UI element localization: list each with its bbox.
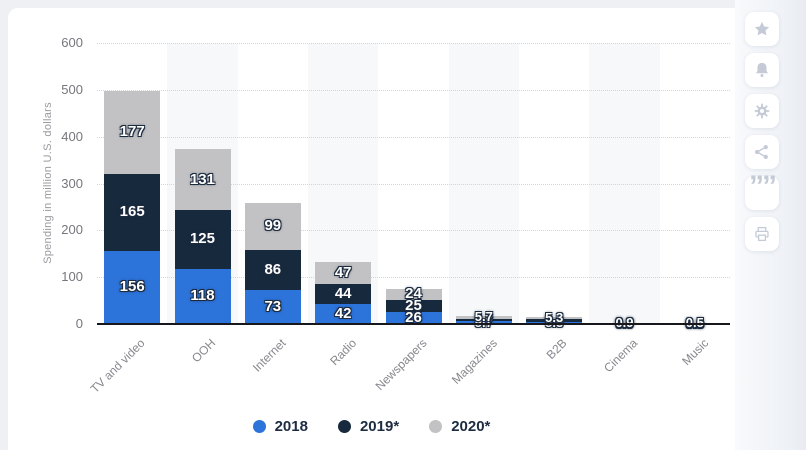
notifications-button[interactable] xyxy=(745,53,779,87)
bar-segment[interactable] xyxy=(385,288,442,301)
bar-segment[interactable] xyxy=(174,148,231,211)
y-tick-label: 500 xyxy=(61,81,83,97)
bar-segment[interactable] xyxy=(385,311,442,324)
share-button[interactable] xyxy=(745,135,779,169)
quote-icon: ”” xyxy=(749,170,777,203)
gridline xyxy=(97,136,730,138)
gear-icon xyxy=(753,102,771,120)
settings-button[interactable] xyxy=(745,94,779,128)
gridline xyxy=(97,89,730,91)
printer-icon xyxy=(753,225,771,243)
y-tick-label: 0 xyxy=(75,316,83,331)
y-tick-label: 600 xyxy=(61,35,83,50)
legend-label: 2018 xyxy=(274,418,308,435)
legend: 2018 2019* 2020* xyxy=(8,418,735,435)
bar-segment[interactable] xyxy=(315,283,372,305)
category-label: Newspapers xyxy=(372,336,430,394)
bar-segment[interactable] xyxy=(174,268,231,324)
favorite-button[interactable] xyxy=(745,12,779,46)
y-tick-label: 200 xyxy=(61,222,83,238)
category-label: Radio xyxy=(326,336,360,369)
cite-button[interactable]: ”” xyxy=(745,170,779,210)
bar-segment[interactable] xyxy=(104,173,161,251)
legend-dot xyxy=(252,420,266,433)
bar-segment[interactable] xyxy=(455,321,512,324)
bell-icon xyxy=(753,61,771,79)
legend-dot xyxy=(429,420,443,433)
bar-segment[interactable] xyxy=(455,318,512,322)
gridline xyxy=(97,230,730,232)
y-tick-label: 100 xyxy=(61,269,83,285)
legend-item[interactable]: 2020* xyxy=(429,418,490,435)
gridline xyxy=(97,183,730,185)
bar-segment[interactable] xyxy=(244,249,301,290)
bar-segment[interactable] xyxy=(174,210,231,269)
gridline xyxy=(97,43,730,44)
bar-segment[interactable] xyxy=(526,316,583,320)
share-icon xyxy=(753,143,771,161)
legend-item[interactable]: 2018 xyxy=(252,418,308,435)
print-button[interactable] xyxy=(745,217,779,251)
bar-segment[interactable] xyxy=(315,261,372,284)
legend-label: 2019* xyxy=(359,418,400,435)
category-label: Internet xyxy=(250,336,289,375)
y-tick-label: 400 xyxy=(61,128,83,144)
plot-area: 01002003004005006001561187342265.75.30.9… xyxy=(61,35,730,396)
gridline xyxy=(97,277,730,279)
legend-item[interactable]: 2019* xyxy=(337,418,400,435)
legend-dot xyxy=(337,420,351,433)
star-icon xyxy=(753,20,771,38)
bar-segment[interactable] xyxy=(596,322,653,324)
bar-segment[interactable] xyxy=(526,319,583,322)
y-tick-label: 300 xyxy=(61,175,83,191)
bar-segment[interactable] xyxy=(526,321,583,324)
toolbar-sidebar: ”” xyxy=(735,0,806,450)
bar-segment[interactable] xyxy=(104,90,161,174)
x-axis-line xyxy=(97,323,730,325)
bar-segment[interactable] xyxy=(104,250,161,324)
category-label: B2B xyxy=(544,336,571,362)
bar-segment[interactable] xyxy=(455,315,512,319)
chart-card: Spending in million U.S. dollars 0 100 200… xyxy=(8,8,735,450)
bar-segment[interactable] xyxy=(244,203,301,250)
category-label: Music xyxy=(678,336,711,369)
bar-segment[interactable] xyxy=(315,304,372,324)
category-label: OOH xyxy=(189,336,219,366)
category-label: Magazines xyxy=(448,336,500,387)
category-label: TV and video xyxy=(88,336,149,396)
legend-label: 2020* xyxy=(451,418,491,435)
bar-segment[interactable] xyxy=(385,300,442,312)
bar-segment[interactable] xyxy=(244,289,301,324)
category-label: Cinema xyxy=(601,336,641,376)
